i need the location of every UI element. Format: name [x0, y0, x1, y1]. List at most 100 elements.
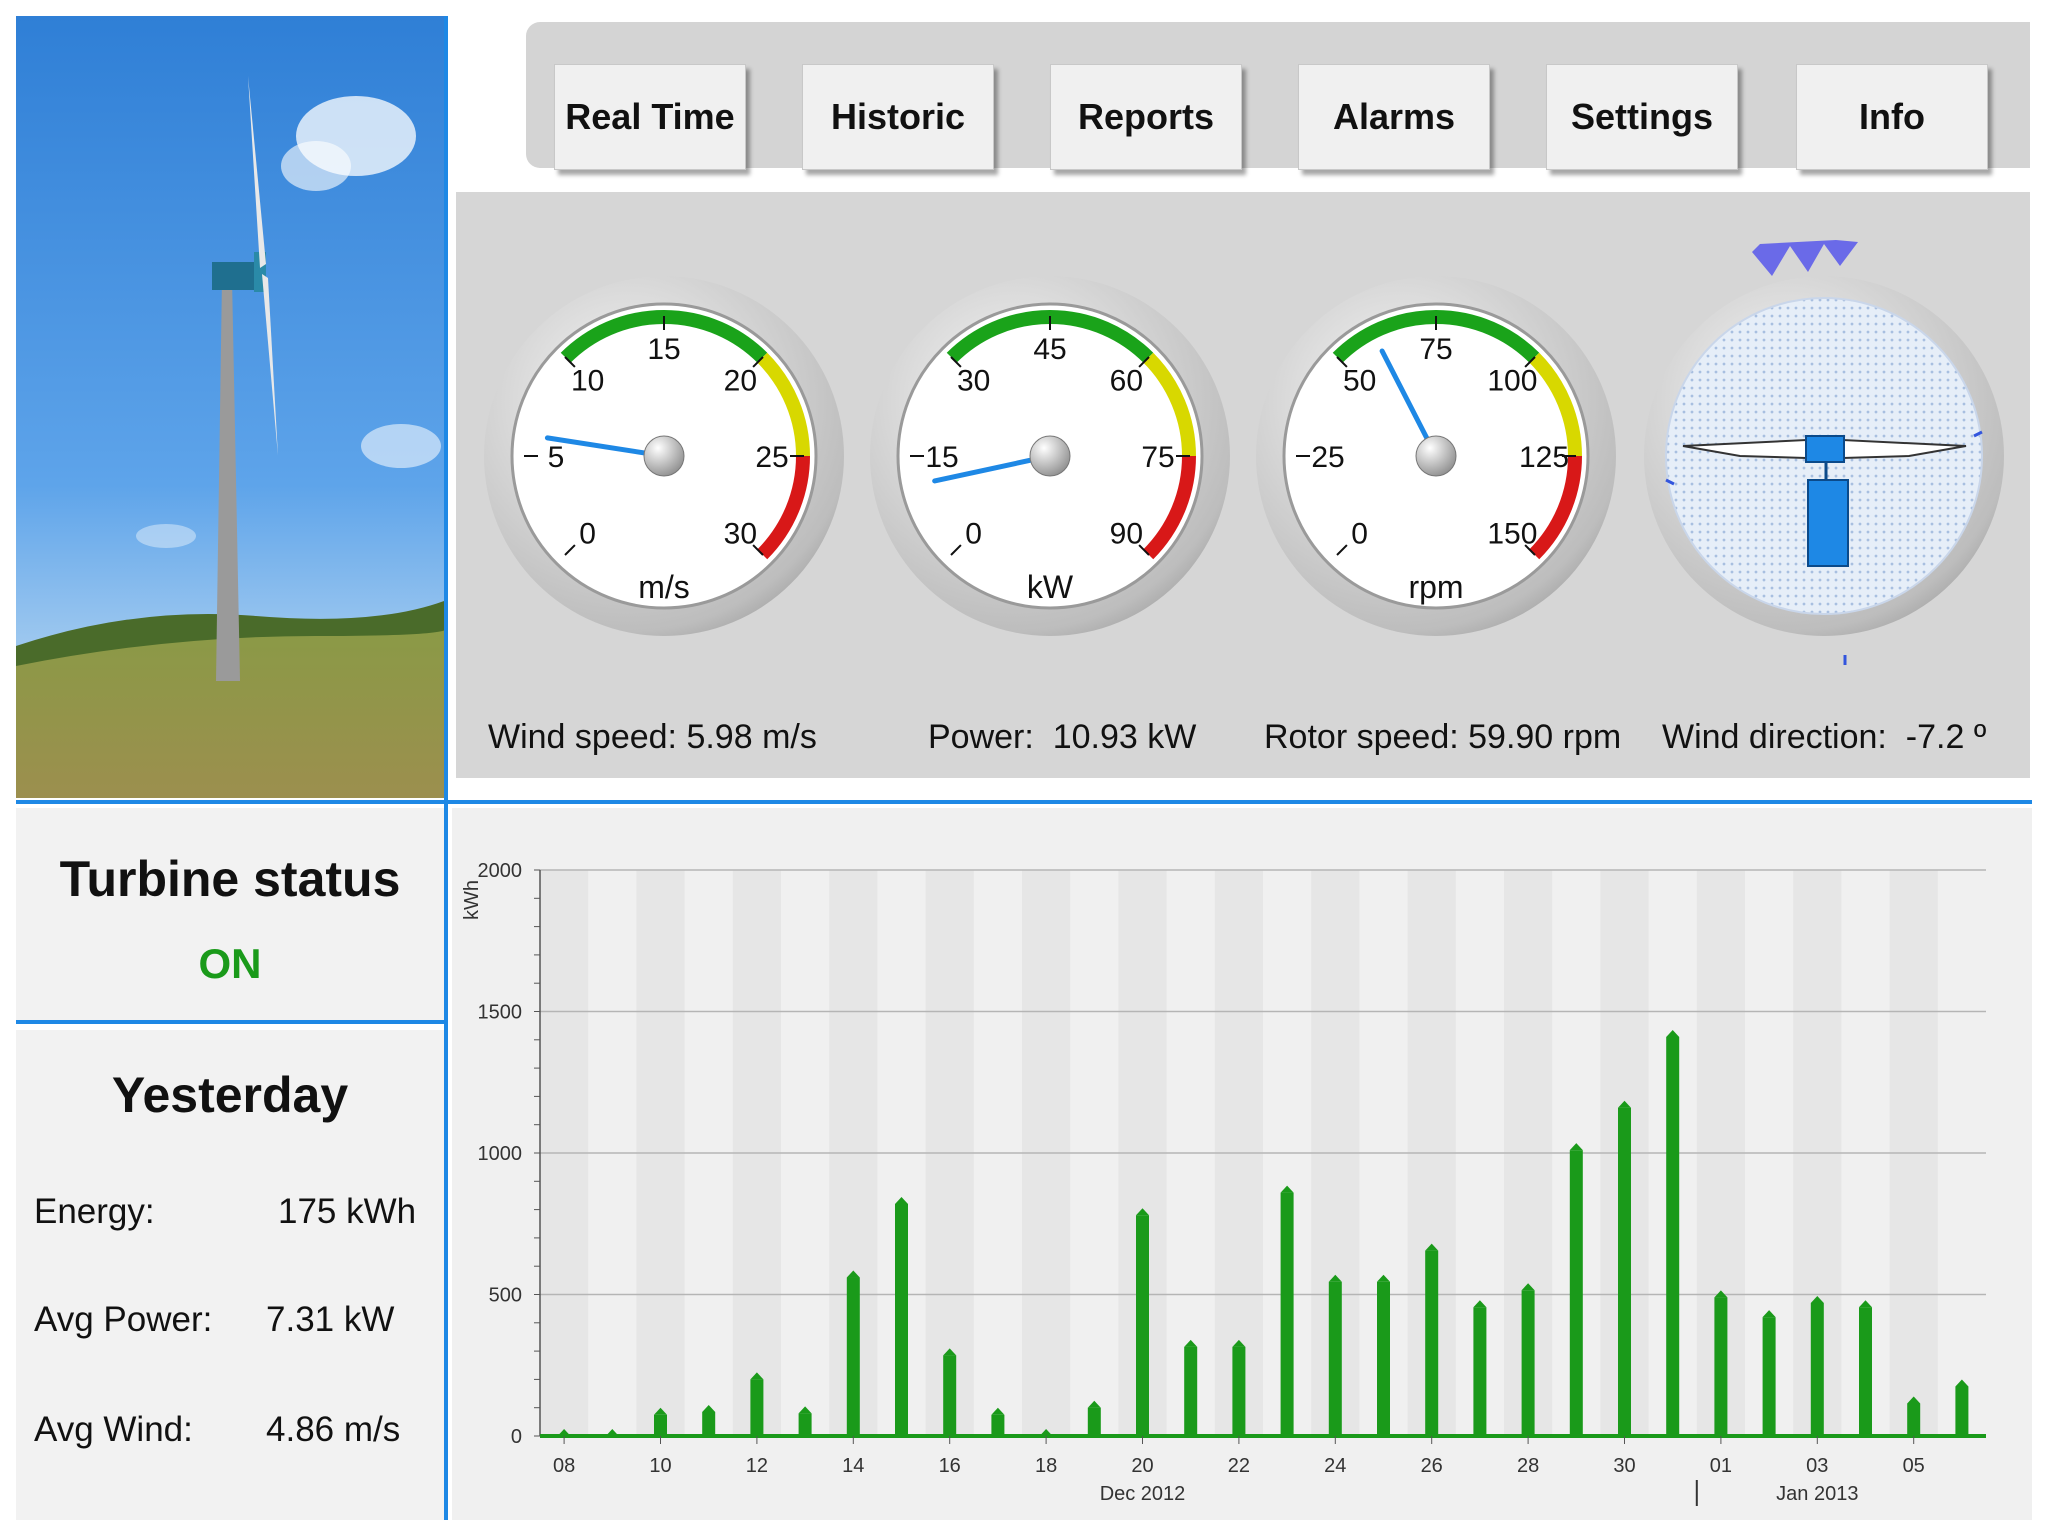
chart-bar: [1328, 1281, 1342, 1436]
x-tick-label: 05: [1903, 1455, 1925, 1477]
gauge-tick-label: 0: [579, 517, 596, 550]
gauge-tick-label: 20: [724, 365, 757, 398]
gauge-tick-label: 15: [647, 333, 680, 366]
energy-chart-panel: 0 500 1000 1500 2000 kWh 08 10 12 14 16 18 20 22 24 26 2…: [452, 808, 2032, 1520]
y-tick-label: 0: [511, 1426, 522, 1448]
wind-direction-label: Wind direction:: [1662, 718, 1887, 756]
divider-vertical: [444, 16, 448, 1520]
nav-settings-button[interactable]: Settings: [1546, 64, 1738, 170]
chart-bar: [1569, 1150, 1583, 1436]
x-tick-label: 22: [1228, 1455, 1250, 1477]
gauge-tick-label: 30: [957, 365, 990, 398]
chart-bar: [1618, 1107, 1631, 1436]
gauge-tick-label: 10: [571, 365, 604, 398]
nav-historic-button[interactable]: Historic: [802, 64, 994, 170]
gauge-tick-label: 5: [548, 441, 565, 474]
x-tick-label: 03: [1806, 1455, 1828, 1477]
energy-value: 175 kWh: [278, 1192, 417, 1231]
chart-bar: [991, 1414, 1005, 1436]
chart-bar: [654, 1414, 667, 1436]
avg-power-value: 7.31 kW: [266, 1300, 395, 1339]
nav-reports-button[interactable]: Reports: [1050, 64, 1242, 170]
divider-horizontal: [16, 800, 2032, 804]
chart-bar: [702, 1411, 716, 1436]
turbine-photo-illustration: [16, 16, 444, 798]
gauge-tick-label: 90: [1110, 517, 1143, 550]
x-tick-label: 14: [842, 1455, 864, 1477]
chart-bar: [846, 1277, 860, 1436]
gauge-tick-label: 30: [724, 517, 757, 550]
direction-marker: [1752, 240, 1858, 276]
rotor-speed-label: Rotor speed:: [1264, 718, 1459, 756]
gauge-tick-label: 150: [1487, 517, 1537, 550]
x-tick-label: 12: [746, 1455, 768, 1477]
chart-bar: [798, 1413, 812, 1436]
turbine-top-view-icon: [1682, 435, 1967, 567]
nav-alarms-button[interactable]: Alarms: [1298, 64, 1490, 170]
power-value: 10.93 kW: [1052, 718, 1197, 756]
rotor-speed-readout: Rotor speed: 59.90 rpm: [1264, 718, 1621, 757]
chart-bar: [1666, 1036, 1680, 1436]
x-tick-label: 28: [1517, 1455, 1539, 1477]
chart-bar: [1087, 1407, 1101, 1436]
x-tick-label: 10: [649, 1455, 671, 1477]
avg-wind-value: 4.86 m/s: [266, 1410, 401, 1449]
gauge-tick-label: 25: [755, 441, 788, 474]
wind-speed-gauge: 0 5 10 15 20 25 30 m/s: [484, 276, 844, 636]
nav-info-button[interactable]: Info: [1796, 64, 1988, 170]
y-tick-label: 1500: [478, 1002, 523, 1024]
x-tick-label: 20: [1131, 1455, 1153, 1477]
energy-label: Energy:: [34, 1192, 155, 1231]
chart-bar: [1955, 1386, 1969, 1436]
gauge-tick-label: 100: [1487, 365, 1537, 398]
avg-power-label: Avg Power:: [34, 1300, 213, 1339]
y-tick-label: 2000: [478, 860, 523, 882]
gauge-tick-label: 60: [1110, 365, 1143, 398]
gauge-tick-label: 50: [1343, 365, 1376, 398]
wind-direction-value: -7.2 º: [1905, 718, 1987, 756]
chart-bar: [1859, 1307, 1872, 1436]
power-label: Power:: [928, 718, 1034, 756]
nav-bar: Real Time Historic Reports Alarms Settin…: [526, 22, 2030, 170]
x-tick-label: 30: [1613, 1455, 1635, 1477]
turbine-status-panel: Turbine status ON: [16, 808, 444, 1020]
chart-bar: [1280, 1192, 1294, 1436]
wind-speed-value: 5.98 m/s: [686, 718, 817, 756]
y-tick-label: 500: [489, 1285, 522, 1307]
gauge-unit-label: kW: [1027, 569, 1074, 605]
wind-speed-readout: Wind speed: 5.98 m/s: [488, 718, 817, 757]
chart-bar: [750, 1379, 764, 1436]
chart-bar: [1377, 1281, 1390, 1436]
x-group-label: Dec 2012: [1100, 1483, 1186, 1505]
x-tick-label: 24: [1324, 1455, 1346, 1477]
wind-direction-gauge: [1644, 240, 2004, 665]
chart-bar: [1762, 1317, 1776, 1436]
rotor-speed-value: 59.90 rpm: [1468, 718, 1622, 756]
gauge-tick-label: 0: [965, 517, 982, 550]
chart-bar: [943, 1355, 957, 1436]
chart-bar: [1521, 1290, 1535, 1436]
chart-bar: [1184, 1346, 1198, 1436]
gauge-tick-label: 0: [1351, 517, 1368, 550]
chart-bar: [1232, 1346, 1246, 1436]
gauge-tick-label: 25: [1311, 441, 1344, 474]
gauge-tick-label: 45: [1033, 333, 1066, 366]
x-tick-label: 16: [939, 1455, 961, 1477]
power-gauge: 0 15 30 45 60 75 90 kW: [870, 276, 1230, 636]
nav-real-time-button[interactable]: Real Time: [554, 64, 746, 170]
chart-bar: [1907, 1403, 1921, 1436]
avg-wind-label: Avg Wind:: [34, 1410, 193, 1449]
gauge-unit-label: m/s: [638, 569, 690, 605]
gauge-unit-label: rpm: [1408, 569, 1463, 605]
power-readout: Power: 10.93 kW: [928, 718, 1196, 757]
gauge-tick-label: 75: [1141, 441, 1174, 474]
chart-bar: [1136, 1215, 1149, 1436]
wind-direction-readout: Wind direction: -7.2 º: [1662, 718, 1986, 757]
yesterday-title: Yesterday: [111, 1067, 349, 1123]
chart-bar: [1473, 1307, 1487, 1436]
x-tick-label: 08: [553, 1455, 575, 1477]
x-tick-label: 01: [1710, 1455, 1732, 1477]
gauge-tick-label: 15: [925, 441, 958, 474]
y-axis-label: kWh: [461, 880, 483, 920]
